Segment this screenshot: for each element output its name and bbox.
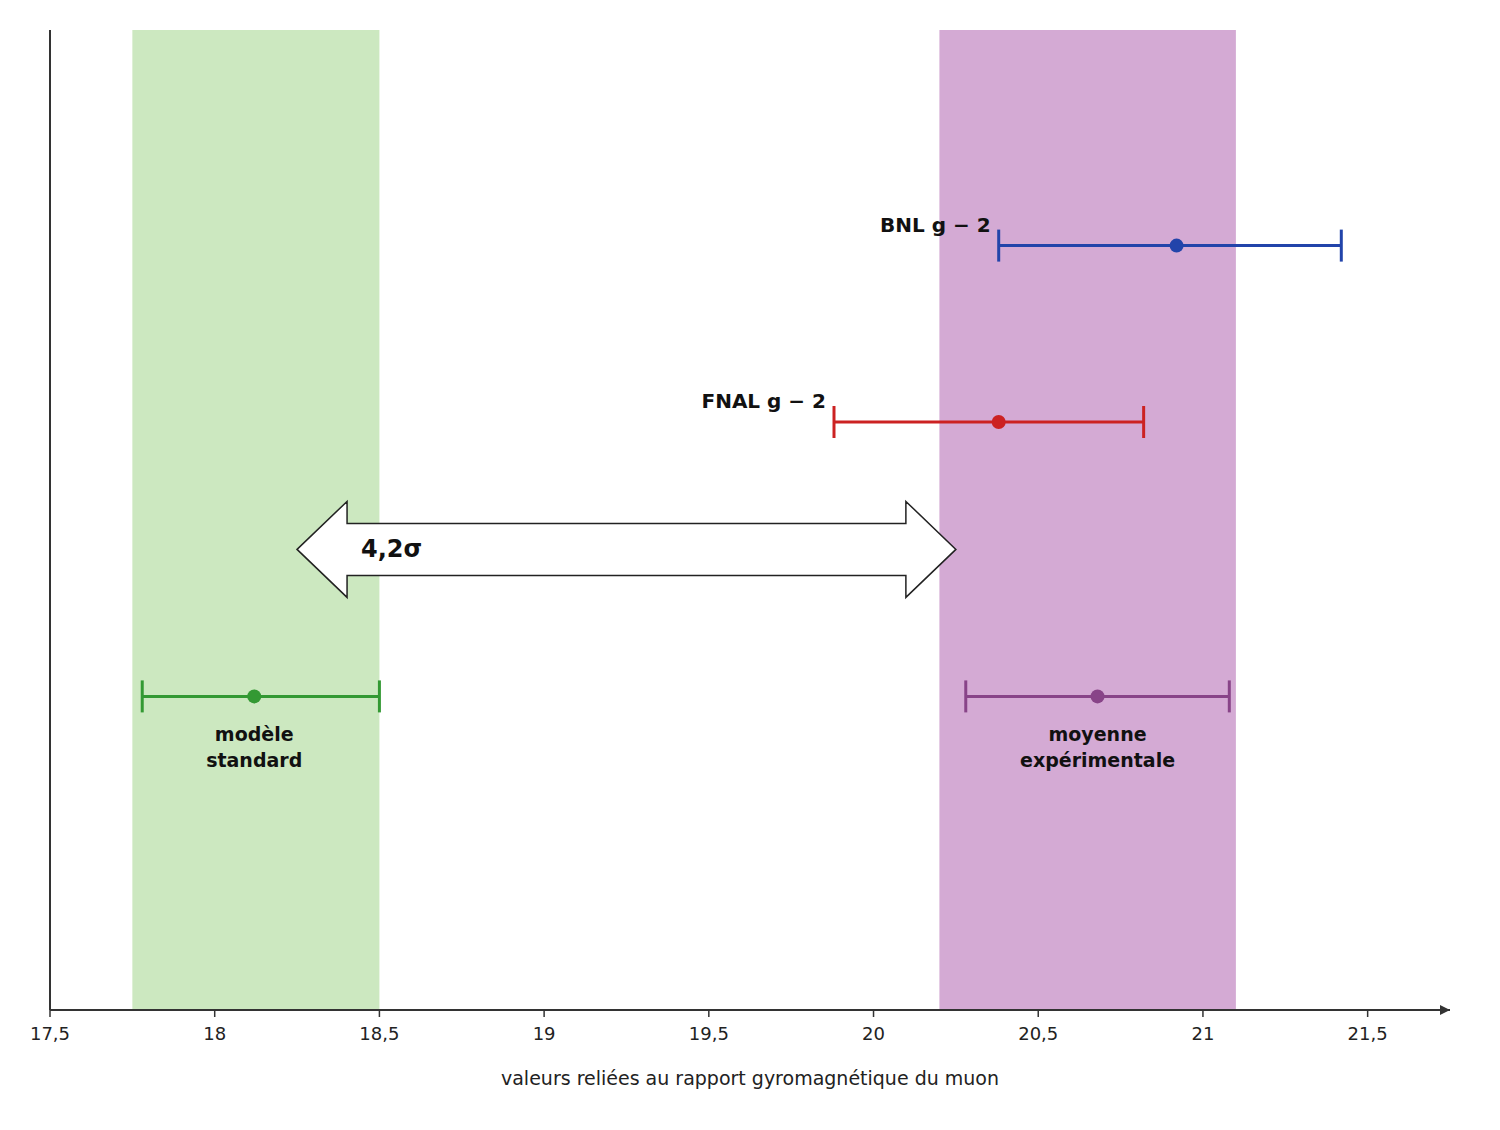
- error-bar-group: [834, 406, 1144, 438]
- point: [1170, 239, 1184, 253]
- x-tick-label: 21,5: [1348, 1023, 1388, 1044]
- point: [992, 415, 1006, 429]
- x-tick: [1367, 1010, 1369, 1017]
- arrow-label: 4,2σ: [361, 535, 422, 563]
- x-tick: [708, 1010, 710, 1017]
- error-bar: [834, 421, 1144, 424]
- x-tick: [379, 1010, 381, 1017]
- series-label: modèlestandard: [206, 723, 302, 771]
- error-cap-high: [1340, 230, 1343, 262]
- x-tick: [873, 1010, 875, 1017]
- x-tick: [1037, 1010, 1039, 1017]
- x-tick-label: 17,5: [30, 1023, 70, 1044]
- x-tick-label: 18: [203, 1023, 226, 1044]
- x-tick-label: 21: [1191, 1023, 1214, 1044]
- x-tick: [543, 1010, 545, 1017]
- plot-area: [132, 30, 1341, 1010]
- x-axis: [50, 1009, 1450, 1011]
- x-tick: [214, 1010, 216, 1017]
- series-label: BNL g − 2: [880, 213, 991, 237]
- series-label: FNAL g − 2: [701, 389, 826, 413]
- x-tick-label: 19,5: [689, 1023, 729, 1044]
- error-cap-high: [378, 680, 381, 712]
- error-bar-group: [999, 230, 1342, 262]
- x-tick: [49, 1010, 51, 1017]
- error-bar-group: [142, 680, 379, 712]
- error-cap-low: [141, 680, 144, 712]
- difference-arrow: [297, 501, 956, 597]
- y-axis: [49, 30, 51, 1010]
- x-tick-label: 20: [862, 1023, 885, 1044]
- chart: 17,5 18 18,5 19 19,5 20 20,5 21 21,5 valeurs reli…: [0, 0, 1500, 1130]
- error-cap-low: [997, 230, 1000, 262]
- series-label: moyenneexpérimentale: [1020, 723, 1175, 771]
- x-tick-label: 19: [533, 1023, 556, 1044]
- point: [247, 689, 261, 703]
- error-cap-low: [964, 680, 967, 712]
- error-cap-high: [1228, 680, 1231, 712]
- x-tick: [1202, 1010, 1204, 1017]
- x-axis-label: valeurs reliées au rapport gyromagnétiqu…: [501, 1067, 999, 1089]
- band: [939, 30, 1235, 1010]
- labels: 17,5 18 18,5 19 19,5 20 20,5 21 21,5 valeurs reli…: [30, 213, 1388, 1089]
- x-tick-label: 20,5: [1018, 1023, 1058, 1044]
- error-cap-low: [833, 406, 836, 438]
- error-cap-high: [1142, 406, 1145, 438]
- point: [1091, 689, 1105, 703]
- x-tick-label: 18,5: [359, 1023, 399, 1044]
- error-bar-group: [966, 680, 1230, 712]
